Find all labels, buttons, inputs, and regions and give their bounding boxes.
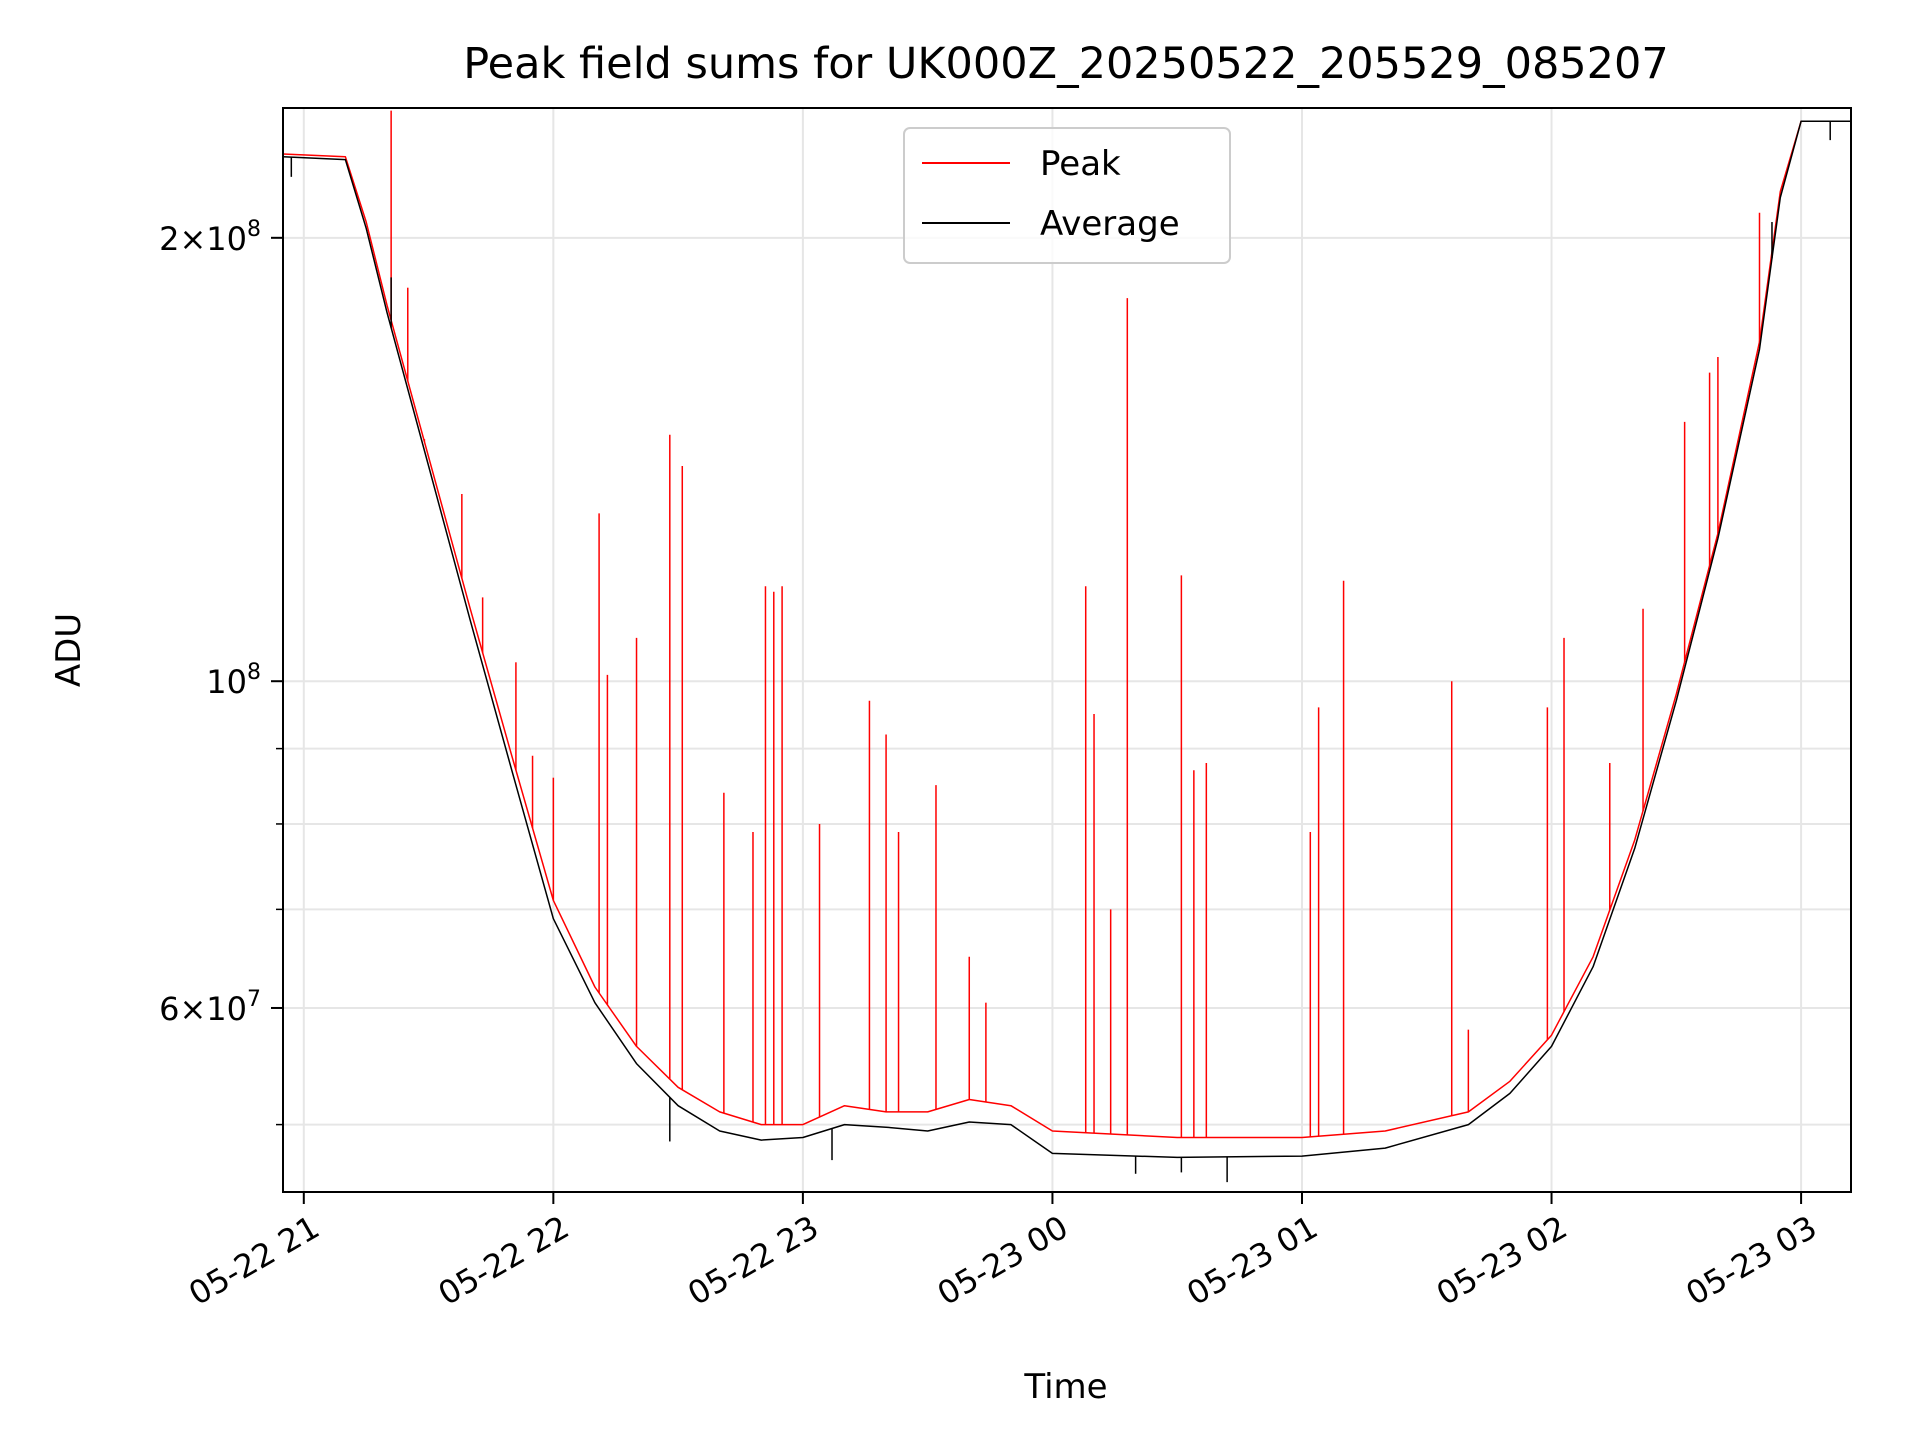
series-layer — [283, 110, 1851, 1183]
y-tick-label: 6×107 — [159, 987, 261, 1028]
y-tick-mantissa: 2 — [159, 220, 179, 258]
y-tick-times: × — [179, 220, 206, 258]
y-tick-label: 2×108 — [159, 217, 261, 258]
legend-frame — [903, 127, 1231, 264]
y-tick-base: 10 — [206, 663, 247, 701]
legend-label-average: Average — [1040, 204, 1180, 244]
y-tick-times: × — [179, 990, 206, 1028]
y-tick-exponent: 7 — [247, 987, 261, 1012]
plot-frame — [282, 107, 1852, 1193]
y-tick-base: 10 — [206, 990, 247, 1028]
series-line-average — [283, 120, 1851, 1159]
x-axis-label: Time — [1023, 1367, 1107, 1407]
legend: Peak Average — [903, 127, 1231, 264]
y-tick-base: 10 — [206, 220, 247, 258]
chart-title: Peak field sums for UK000Z_20250522_2055… — [463, 39, 1669, 89]
y-tick-exponent: 8 — [247, 660, 261, 685]
y-tick-mantissa: 6 — [159, 990, 179, 1028]
legend-label-peak: Peak — [1040, 144, 1121, 184]
y-tick-label: 108 — [206, 660, 261, 701]
y-tick-exponent: 8 — [247, 217, 261, 242]
grid — [283, 108, 1851, 1192]
y-axis-label: ADU — [49, 613, 89, 687]
series-line-peak — [283, 120, 1851, 1139]
